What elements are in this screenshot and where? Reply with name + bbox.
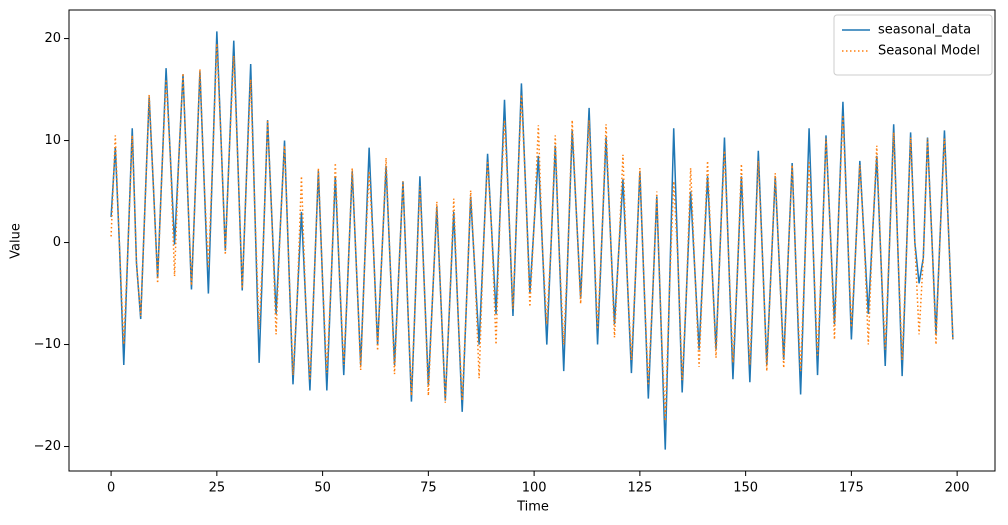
series-line — [110, 31, 954, 450]
x-tick-label: 175 — [839, 481, 864, 496]
y-tick-label: 10 — [44, 133, 61, 148]
x-tick-label: 50 — [314, 481, 331, 496]
x-tick-label: 200 — [945, 481, 970, 496]
x-axis-label: Time — [516, 500, 549, 515]
x-tick-label: 100 — [522, 481, 547, 496]
series-line — [110, 43, 954, 422]
x-tick-label: 125 — [627, 481, 652, 496]
y-tick-label: −20 — [34, 439, 61, 454]
legend-box — [833, 14, 993, 76]
legend-label: seasonal_data — [878, 23, 971, 38]
y-tick-label: 20 — [44, 31, 61, 46]
legend-label: Seasonal Model — [878, 44, 980, 59]
y-tick-label: −10 — [34, 337, 61, 352]
x-tick-label: 25 — [209, 481, 226, 496]
y-axis-label: Value — [9, 223, 24, 259]
x-tick-label: 150 — [733, 481, 758, 496]
axes-frame — [68, 9, 996, 472]
x-tick-label: 75 — [420, 481, 437, 496]
y-tick-label: 0 — [53, 235, 61, 250]
x-tick-label: 0 — [107, 481, 115, 496]
